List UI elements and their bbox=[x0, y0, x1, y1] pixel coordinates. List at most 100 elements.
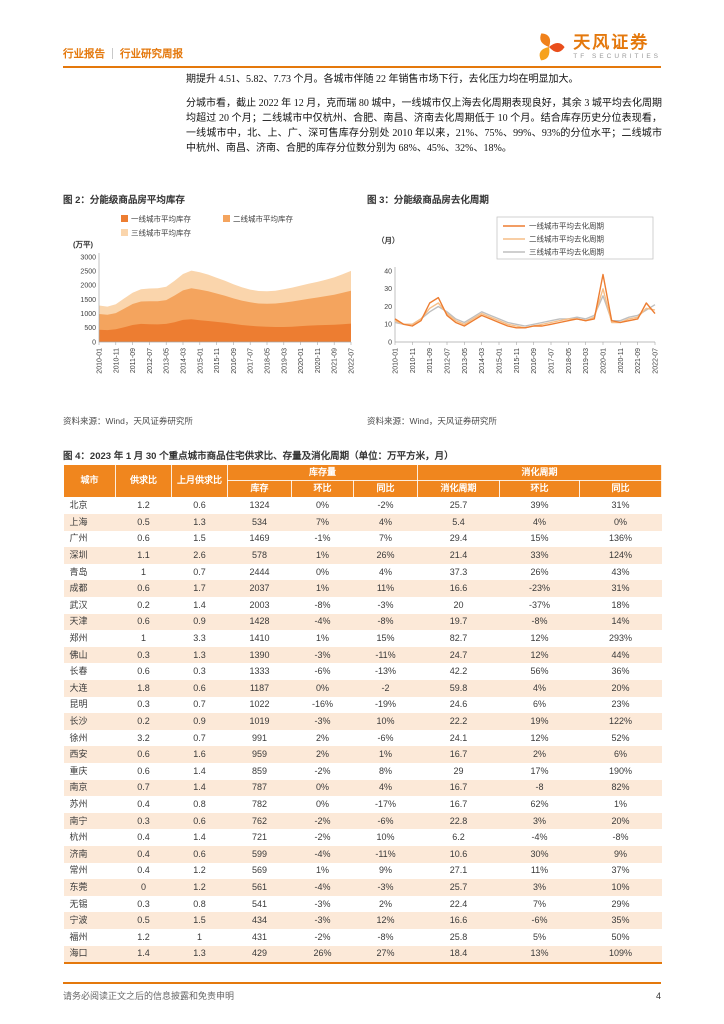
value-cell: 82.7 bbox=[449, 633, 468, 644]
value-cell: 12% bbox=[376, 915, 395, 926]
svg-text:1500: 1500 bbox=[80, 297, 96, 304]
value-cell: 1% bbox=[315, 865, 329, 876]
page-number: 4 bbox=[655, 991, 661, 1001]
value-cell: 14% bbox=[611, 616, 630, 627]
value-cell: 1.5 bbox=[193, 915, 206, 926]
value-cell: 11% bbox=[376, 583, 395, 594]
value-cell: -8 bbox=[535, 782, 544, 793]
value-cell: 1187 bbox=[249, 682, 270, 693]
table-row: 南宁 0.3 0.6 762 -2% -6% 22.8 3% 20% bbox=[63, 812, 662, 830]
value-cell: 578 bbox=[251, 550, 268, 561]
table-row: 昆明 0.3 0.7 1022 -16% -19% 24.6 6% 23% bbox=[64, 697, 662, 714]
value-cell: 1% bbox=[614, 798, 628, 809]
value-cell: 2003 bbox=[249, 599, 270, 610]
value-cell: 1% bbox=[315, 550, 329, 561]
value-cell: -11% bbox=[375, 848, 396, 859]
city-cell: 北京 bbox=[69, 500, 88, 511]
city-cell: 南宁 bbox=[69, 815, 88, 826]
table-body: 北京 1.2 0.6 1324 0% -2% 25.7 39% 31% 上海 0.5 1.3 534 7%… bbox=[63, 497, 662, 965]
axis-unit-label: (万平) bbox=[73, 240, 93, 249]
value-cell: 0.2 bbox=[137, 599, 150, 610]
value-cell: 0.6 bbox=[137, 666, 150, 677]
value-cell: 0.3 bbox=[137, 699, 150, 710]
value-cell: 59.8 bbox=[449, 682, 468, 693]
svg-text:40: 40 bbox=[384, 268, 392, 275]
value-cell: 0.6 bbox=[137, 749, 150, 760]
value-cell: -8% bbox=[531, 616, 548, 627]
value-cell: -8% bbox=[612, 832, 629, 843]
svg-text:2020-11: 2020-11 bbox=[618, 348, 625, 373]
svg-text:2013-05: 2013-05 bbox=[462, 348, 469, 374]
value-cell: 0% bbox=[315, 798, 329, 809]
svg-text:0: 0 bbox=[92, 339, 96, 346]
svg-text:2010-11: 2010-11 bbox=[410, 348, 417, 373]
value-cell: -2% bbox=[377, 500, 394, 511]
value-cell: -2% bbox=[314, 931, 331, 942]
value-cell: -16% bbox=[311, 699, 333, 710]
value-cell: -8% bbox=[377, 616, 394, 627]
table-row: 北京 1.2 0.6 1324 0% -2% 25.7 39% 31% bbox=[64, 497, 662, 514]
value-cell: 0.4 bbox=[137, 865, 150, 876]
svg-text:一线城市平均去化周期: 一线城市平均去化周期 bbox=[529, 221, 604, 231]
col-header-supply-demand: 供求比 bbox=[115, 464, 172, 498]
value-cell: 26% bbox=[291, 945, 354, 965]
table-row: 大连 1.8 0.6 1187 0% -2 59.8 4% 20% bbox=[63, 680, 662, 697]
svg-text:3000: 3000 bbox=[80, 254, 96, 261]
value-cell: 0% bbox=[614, 516, 628, 527]
value-cell: -6% bbox=[314, 666, 331, 677]
value-cell: 0.5 bbox=[137, 516, 150, 527]
report-type-breadcrumb: 行业报告 行业研究周报 bbox=[63, 46, 183, 64]
value-cell: 10.6 bbox=[449, 848, 468, 859]
svg-text:2018-05: 2018-05 bbox=[566, 348, 573, 374]
value-cell: -6% bbox=[377, 815, 394, 826]
svg-text:0: 0 bbox=[388, 339, 392, 346]
figure2-title: 图 2：分能级商品房平均库存 bbox=[63, 195, 185, 206]
city-cell: 济南 bbox=[69, 848, 88, 859]
value-cell: 23% bbox=[611, 699, 630, 710]
header-rule bbox=[63, 66, 661, 68]
col-header-inventory: 库存 bbox=[227, 480, 292, 498]
value-cell: 0.4 bbox=[137, 798, 150, 809]
axis-unit-label: （月） bbox=[377, 235, 400, 245]
value-cell: 431 bbox=[251, 931, 268, 942]
table-row: 无锡 0.3 0.8 541 -3% 2% 22.4 7% 29% bbox=[64, 896, 662, 913]
city-cell: 佛山 bbox=[69, 649, 88, 660]
value-cell: -6% bbox=[531, 915, 548, 926]
value-cell: 1 bbox=[140, 633, 146, 644]
value-cell: 82% bbox=[611, 782, 630, 793]
svg-text:一线城市平均库存: 一线城市平均库存 bbox=[131, 214, 191, 224]
value-cell: 2444 bbox=[249, 566, 270, 577]
paragraph-2: 分城市看，截止 2022 年 12 月，克而瑞 80 城中，一线城市仅上海去化周… bbox=[186, 98, 662, 154]
line-series-1 bbox=[394, 273, 656, 329]
value-cell: 0.8 bbox=[193, 798, 206, 809]
svg-text:三线城市平均库存: 三线城市平均库存 bbox=[131, 228, 191, 238]
table-row: 佛山 0.3 1.3 1390 -3% -11% 24.7 12% 44% bbox=[63, 646, 662, 664]
value-cell: 0.6 bbox=[137, 616, 150, 627]
value-cell: 1 bbox=[196, 931, 202, 942]
svg-text:2016-09: 2016-09 bbox=[531, 348, 538, 374]
city-cell: 徐州 bbox=[69, 732, 88, 743]
value-cell: 0.4 bbox=[137, 848, 150, 859]
table-row: 深圳 1.1 2.6 578 1% 26% 21.4 33% 124% bbox=[63, 547, 662, 564]
value-cell: 4% bbox=[533, 682, 547, 693]
value-cell: 4% bbox=[379, 782, 393, 793]
svg-text:2011-09: 2011-09 bbox=[427, 348, 434, 373]
value-cell: -3% bbox=[314, 716, 331, 727]
value-cell: 27% bbox=[353, 945, 418, 965]
value-cell: 1 bbox=[140, 566, 146, 577]
value-cell: 2% bbox=[533, 749, 547, 760]
value-cell: 136% bbox=[609, 533, 633, 544]
value-cell: 22.2 bbox=[449, 716, 468, 727]
svg-text:2015-01: 2015-01 bbox=[197, 348, 204, 374]
value-cell: 22.4 bbox=[449, 898, 468, 909]
value-cell: 0.3 bbox=[137, 649, 150, 660]
value-cell: 22.8 bbox=[449, 815, 468, 826]
value-cell: 1.2 bbox=[193, 881, 206, 892]
charts-row: 图 2：分能级商品房平均库存 0 500 1000 1500 2000 2500 3000 2… bbox=[63, 192, 661, 427]
value-cell: 2.6 bbox=[193, 550, 206, 561]
value-cell: 19% bbox=[530, 716, 549, 727]
value-cell: 15% bbox=[376, 633, 395, 644]
value-cell: -4% bbox=[314, 881, 331, 892]
value-cell: 9% bbox=[379, 865, 393, 876]
value-cell: 10% bbox=[611, 881, 630, 892]
